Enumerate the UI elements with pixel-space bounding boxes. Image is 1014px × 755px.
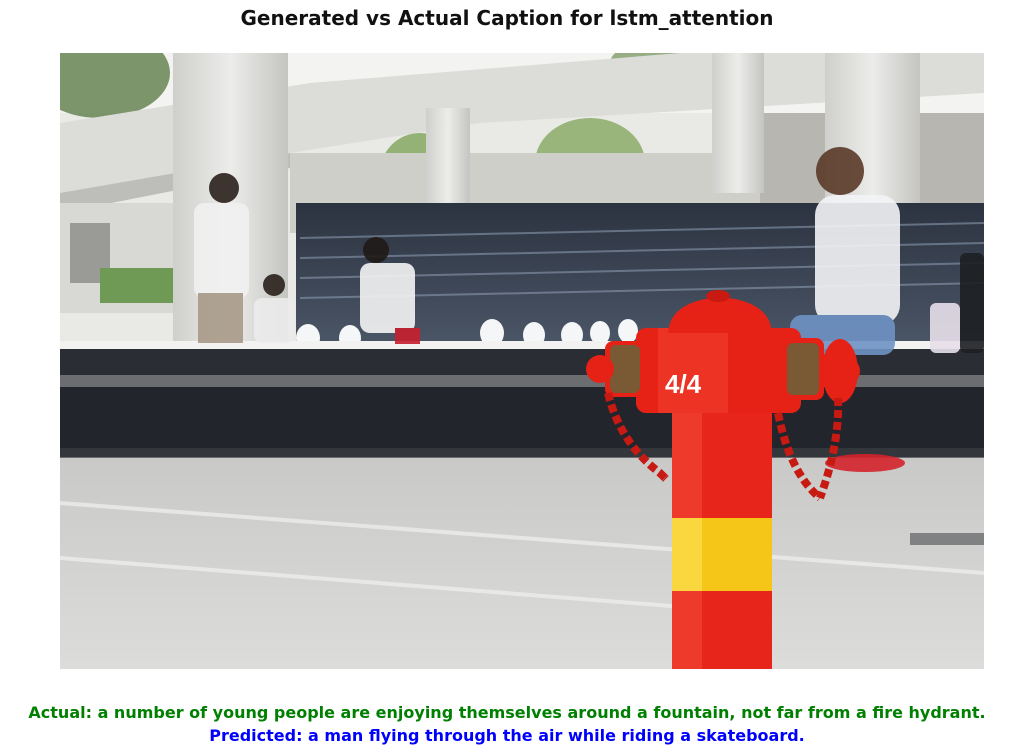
predicted-caption: Predicted: a man flying through the air …: [209, 726, 805, 745]
figure-title: Generated vs Actual Caption for lstm_att…: [240, 6, 774, 30]
actual-caption: Actual: a number of young people are enj…: [28, 703, 986, 722]
fire-hydrant: 4/4: [586, 290, 860, 669]
fire-hydrant-fountain-photo: 4/4: [60, 53, 984, 669]
hydrant-label: 4/4: [665, 369, 702, 399]
